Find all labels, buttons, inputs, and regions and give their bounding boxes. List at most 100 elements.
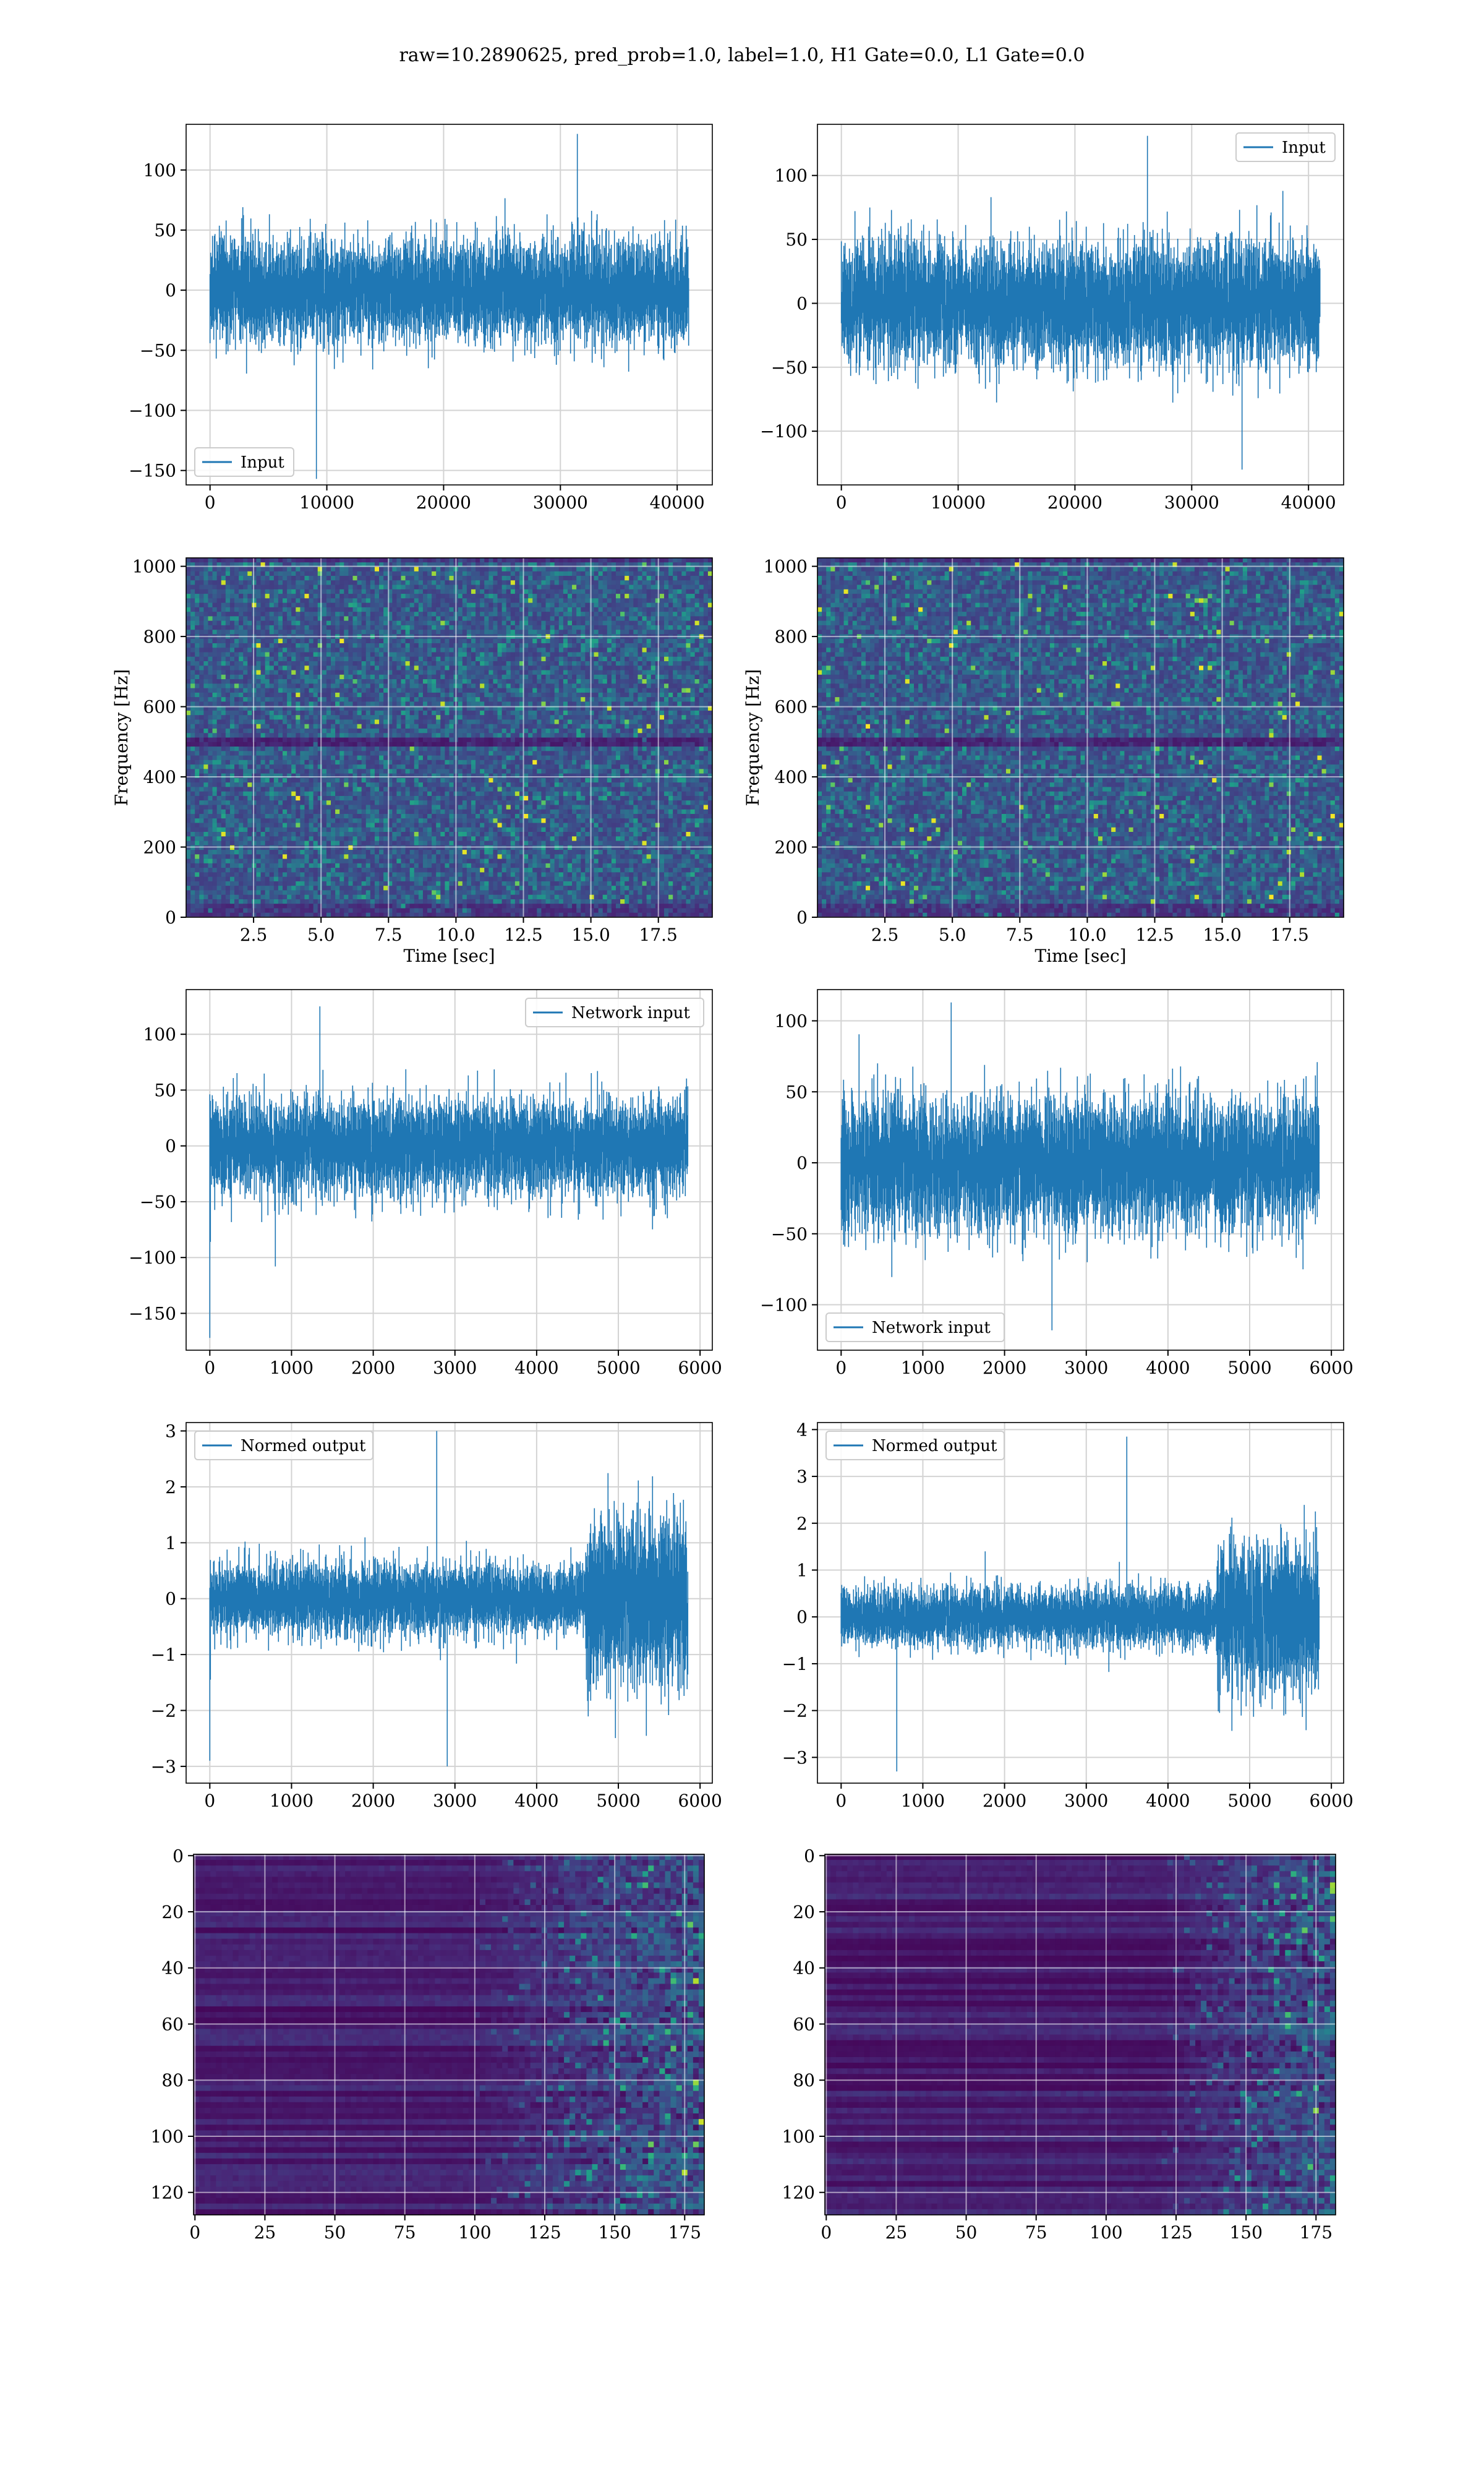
heatmap-cell bbox=[638, 589, 643, 594]
heatmap-cell bbox=[440, 679, 446, 684]
heatmap-cell bbox=[283, 692, 288, 698]
heatmap-cell bbox=[278, 688, 283, 693]
heatmap-cell bbox=[392, 656, 397, 662]
heatmap-cell bbox=[348, 679, 354, 684]
heatmap-cell bbox=[655, 648, 660, 653]
heatmap-cell bbox=[365, 688, 371, 693]
heatmap-cell bbox=[401, 598, 406, 604]
heatmap-cell bbox=[528, 710, 533, 716]
heatmap-cell bbox=[581, 643, 586, 648]
heatmap-cell bbox=[409, 652, 415, 657]
heatmap-cell bbox=[370, 562, 375, 568]
heatmap-cell bbox=[528, 620, 533, 626]
heatmap-cell bbox=[225, 715, 231, 721]
heatmap-cell bbox=[374, 630, 380, 635]
heatmap-cell bbox=[445, 661, 450, 666]
heatmap-cell bbox=[296, 692, 301, 698]
heatmap-cell bbox=[208, 638, 213, 644]
heatmap-cell bbox=[466, 656, 472, 662]
heatmap-cell bbox=[646, 692, 652, 698]
heatmap-cell bbox=[344, 580, 349, 586]
heatmap-cell bbox=[225, 562, 231, 568]
heatmap-cell bbox=[510, 737, 516, 743]
heatmap-cell bbox=[247, 594, 252, 599]
heatmap-cell bbox=[615, 562, 621, 568]
heatmap-cell bbox=[488, 728, 494, 734]
heatmap-cell bbox=[488, 674, 494, 680]
heatmap-cell bbox=[707, 638, 713, 644]
heatmap-cell bbox=[225, 620, 231, 626]
heatmap-cell bbox=[497, 612, 503, 617]
heatmap-cell bbox=[418, 558, 424, 563]
heatmap-cell bbox=[501, 697, 507, 702]
heatmap-cell bbox=[357, 571, 362, 576]
heatmap-cell bbox=[388, 710, 393, 716]
heatmap-cell bbox=[668, 666, 673, 671]
heatmap-cell bbox=[326, 737, 331, 743]
heatmap-cell bbox=[374, 666, 380, 671]
heatmap-cell bbox=[331, 594, 336, 599]
heatmap-cell bbox=[589, 656, 595, 662]
heatmap-cell bbox=[335, 571, 340, 576]
heatmap-cell bbox=[256, 670, 262, 675]
heatmap-cell bbox=[247, 679, 252, 684]
heatmap-cell bbox=[638, 567, 643, 572]
heatmap-cell bbox=[199, 602, 204, 608]
heatmap-cell bbox=[186, 643, 191, 648]
heatmap-cell bbox=[694, 648, 700, 653]
heatmap-cell bbox=[537, 724, 542, 729]
heatmap-cell bbox=[331, 638, 336, 644]
heatmap-cell bbox=[458, 612, 463, 617]
heatmap-cell bbox=[519, 666, 524, 671]
heatmap-cell bbox=[260, 661, 266, 666]
heatmap-cell bbox=[585, 562, 591, 568]
heatmap-cell bbox=[335, 580, 340, 586]
heatmap-cell bbox=[646, 612, 652, 617]
heatmap-cell bbox=[405, 683, 411, 689]
heatmap-cell bbox=[673, 620, 678, 626]
heatmap-cell bbox=[471, 724, 476, 729]
heatmap-cell bbox=[703, 602, 709, 608]
heatmap-cell bbox=[243, 701, 248, 707]
heatmap-cell bbox=[208, 607, 213, 612]
heatmap-cell bbox=[252, 616, 257, 622]
heatmap-cell bbox=[291, 594, 296, 599]
heatmap-cell bbox=[620, 652, 625, 657]
heatmap-cell bbox=[401, 674, 406, 680]
heatmap-cell bbox=[221, 562, 226, 568]
heatmap-cell bbox=[243, 719, 248, 725]
heatmap-cell bbox=[273, 598, 279, 604]
heatmap-cell bbox=[247, 706, 252, 711]
heatmap-cell bbox=[563, 576, 568, 581]
heatmap-cell bbox=[663, 602, 669, 608]
heatmap-cell bbox=[462, 715, 467, 721]
heatmap-cell bbox=[567, 656, 573, 662]
heatmap-cell bbox=[497, 733, 503, 738]
heatmap-cell bbox=[541, 692, 547, 698]
heatmap-cell bbox=[247, 616, 252, 622]
heatmap-cell bbox=[668, 638, 673, 644]
heatmap-cell bbox=[541, 697, 547, 702]
heatmap-cell bbox=[195, 620, 200, 626]
heatmap-cell bbox=[225, 670, 231, 675]
heatmap-cell bbox=[493, 719, 498, 725]
heatmap-cell bbox=[229, 728, 235, 734]
heatmap-cell bbox=[265, 706, 270, 711]
heatmap-cell bbox=[309, 652, 314, 657]
heatmap-cell bbox=[361, 688, 367, 693]
heatmap-cell bbox=[541, 607, 547, 612]
heatmap-cell bbox=[256, 701, 262, 707]
heatmap-cell bbox=[480, 656, 485, 662]
heatmap-cell bbox=[677, 616, 682, 622]
heatmap-cell bbox=[383, 612, 388, 617]
heatmap-cell bbox=[383, 652, 388, 657]
heatmap-cell bbox=[445, 679, 450, 684]
heatmap-cell bbox=[484, 567, 489, 572]
heatmap-cell bbox=[317, 679, 323, 684]
heatmap-cell bbox=[287, 670, 292, 675]
heatmap-cell bbox=[655, 571, 660, 576]
heatmap-cell bbox=[422, 656, 428, 662]
heatmap-cell bbox=[335, 683, 340, 689]
heatmap-cell bbox=[208, 670, 213, 675]
heatmap-cell bbox=[480, 661, 485, 666]
